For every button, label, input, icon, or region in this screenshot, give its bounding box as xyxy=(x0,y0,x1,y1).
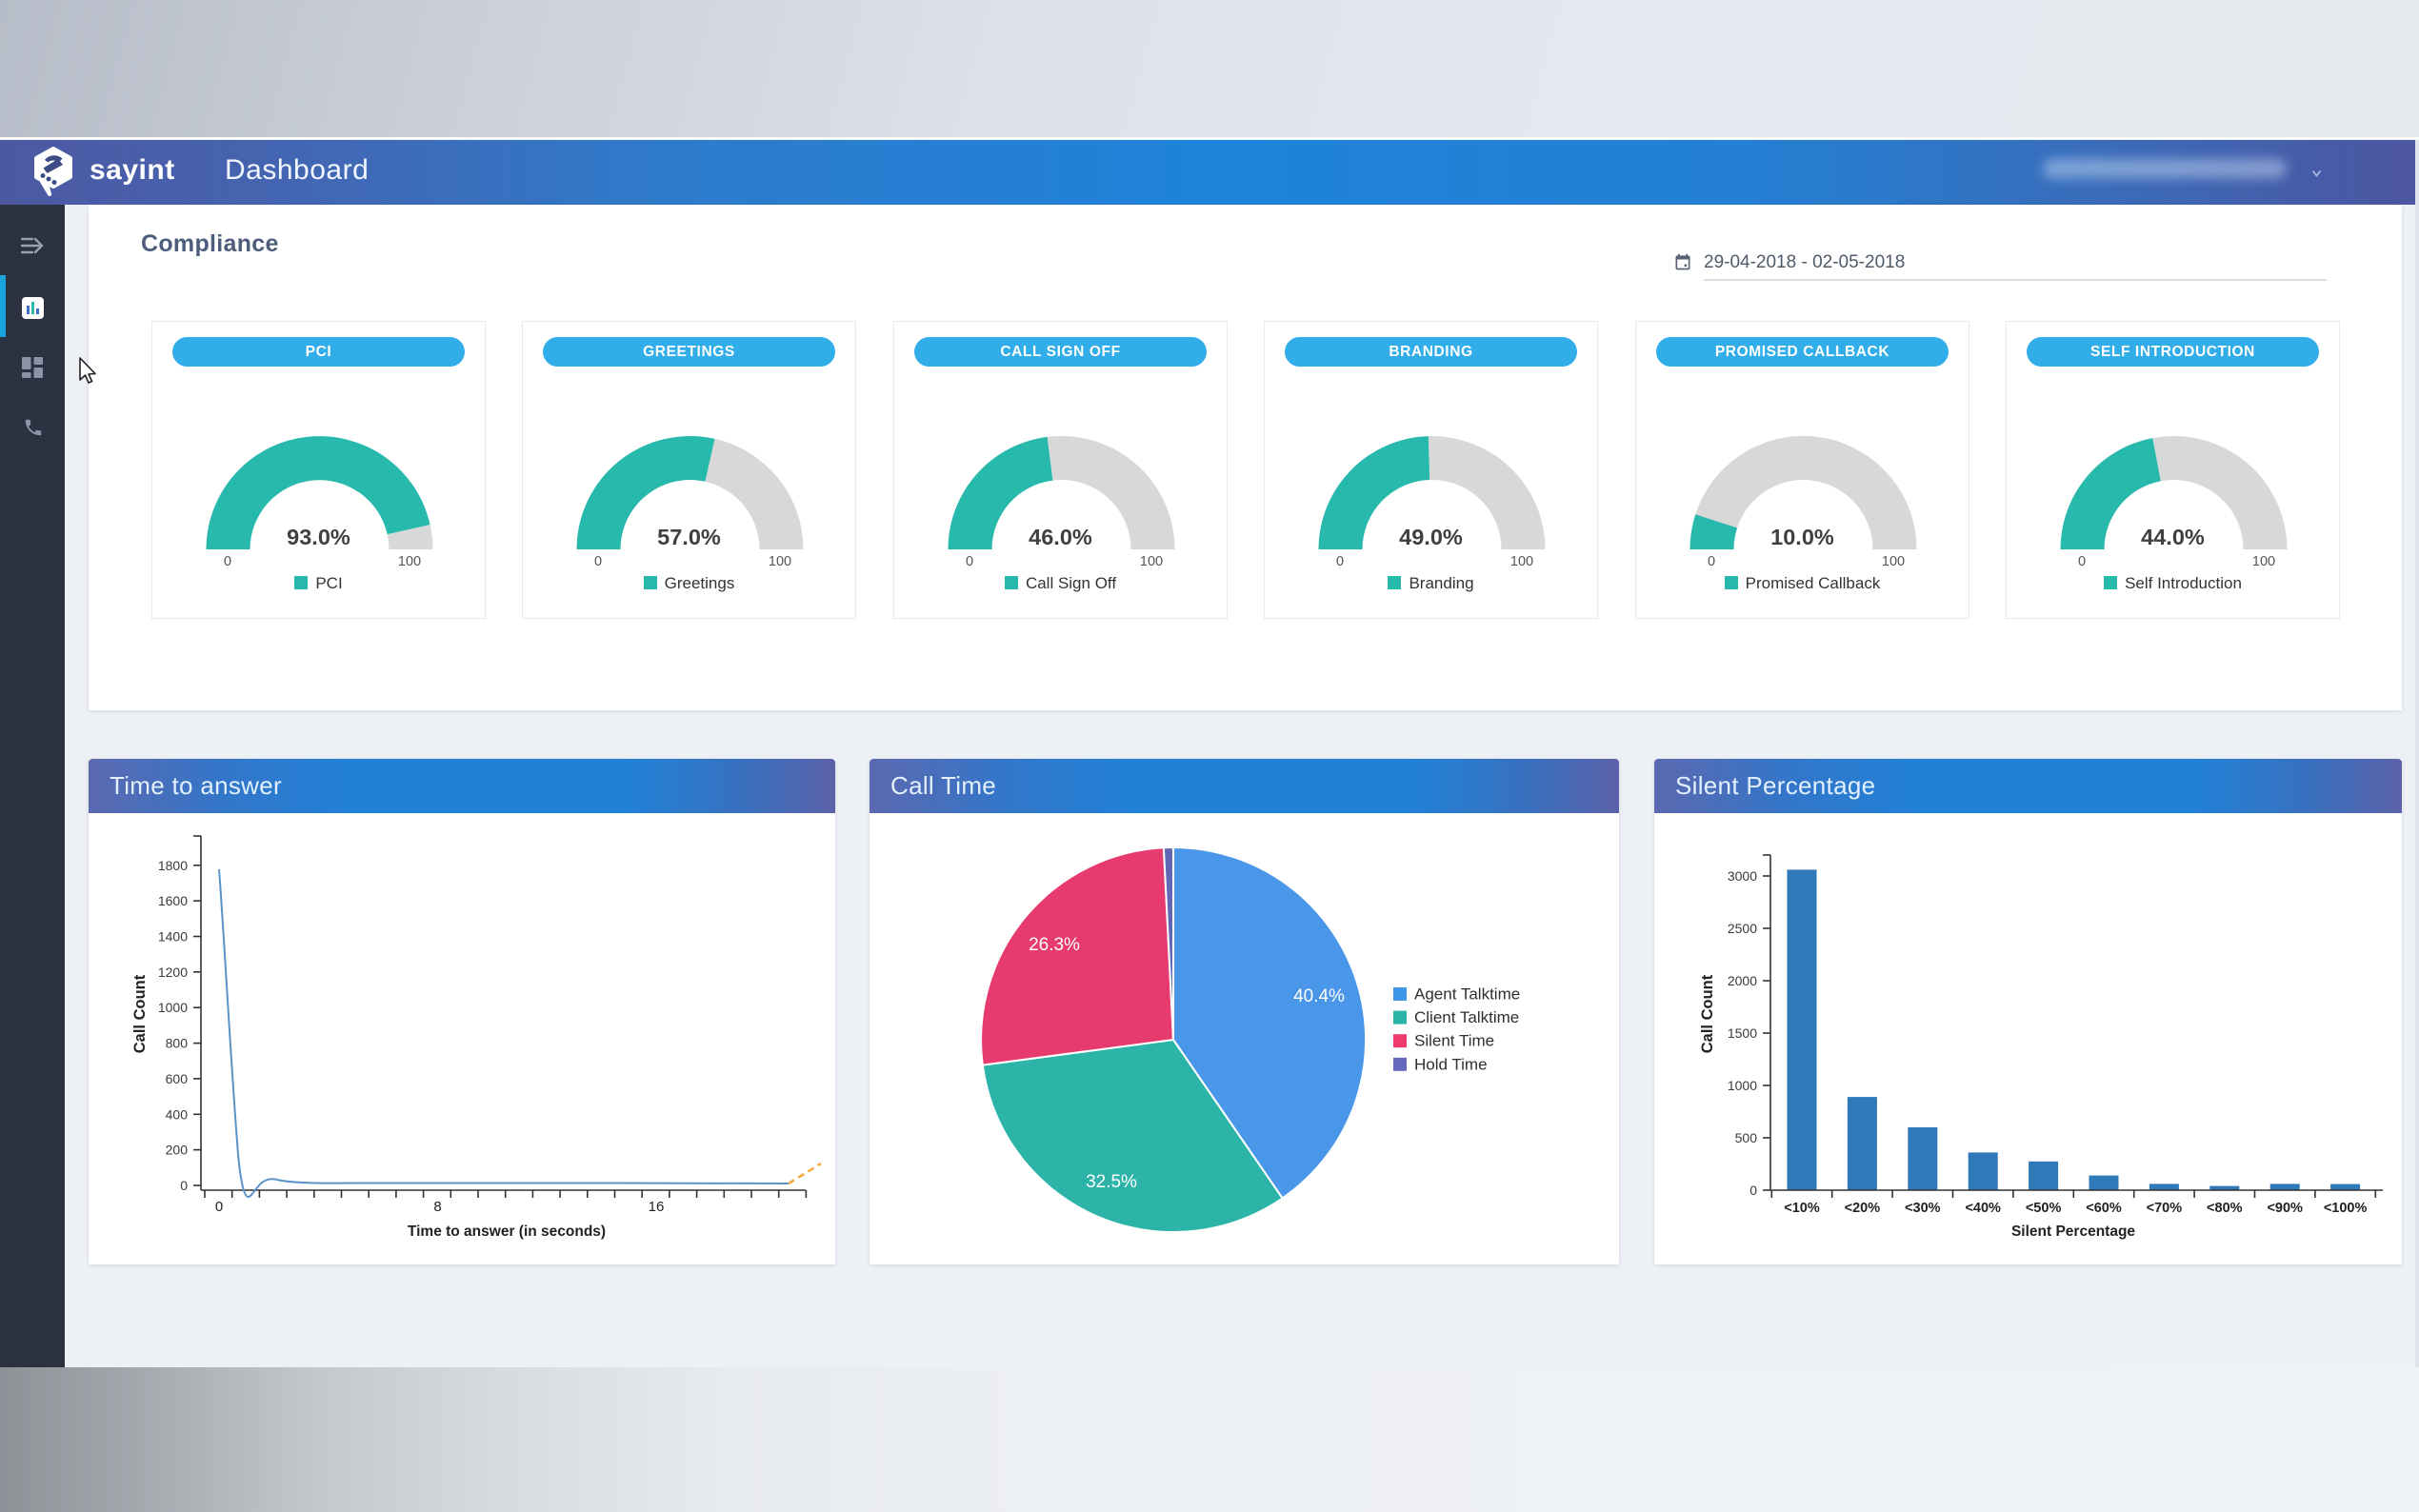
svg-text:<90%: <90% xyxy=(2267,1201,2303,1216)
svg-text:<60%: <60% xyxy=(2086,1201,2122,1216)
svg-text:500: 500 xyxy=(1735,1130,1758,1145)
svg-text:1000: 1000 xyxy=(158,1000,188,1015)
svg-text:Agent Talktime: Agent Talktime xyxy=(1414,985,1520,1004)
svg-text:Client Talktime: Client Talktime xyxy=(1414,1008,1519,1026)
svg-text:600: 600 xyxy=(166,1071,189,1086)
svg-text:800: 800 xyxy=(166,1036,189,1051)
svg-text:Time to answer (in seconds): Time to answer (in seconds) xyxy=(408,1224,606,1240)
svg-text:<80%: <80% xyxy=(2207,1201,2243,1216)
svg-text:Hold Time: Hold Time xyxy=(1414,1055,1488,1073)
svg-text:1500: 1500 xyxy=(1728,1025,1757,1041)
svg-text:1000: 1000 xyxy=(1728,1078,1757,1093)
svg-text:<40%: <40% xyxy=(1965,1201,2001,1216)
svg-text:0: 0 xyxy=(180,1178,188,1193)
svg-text:Silent Percentage: Silent Percentage xyxy=(2011,1224,2135,1240)
svg-text:200: 200 xyxy=(166,1143,189,1158)
svg-text:1400: 1400 xyxy=(158,929,188,945)
svg-text:26.3%: 26.3% xyxy=(1029,935,1080,955)
svg-text:40.4%: 40.4% xyxy=(1293,986,1345,1006)
svg-text:400: 400 xyxy=(166,1106,189,1122)
svg-text:<10%: <10% xyxy=(1784,1201,1820,1216)
svg-text:1200: 1200 xyxy=(158,965,188,980)
svg-text:32.5%: 32.5% xyxy=(1086,1172,1137,1192)
svg-text:<70%: <70% xyxy=(2147,1201,2183,1216)
svg-text:0: 0 xyxy=(215,1199,223,1215)
svg-text:<30%: <30% xyxy=(1905,1201,1941,1216)
svg-text:Call Count: Call Count xyxy=(131,974,149,1053)
svg-text:16: 16 xyxy=(649,1199,665,1215)
svg-text:1800: 1800 xyxy=(158,858,188,873)
svg-text:<50%: <50% xyxy=(2026,1201,2062,1216)
svg-text:0: 0 xyxy=(1749,1183,1757,1198)
svg-text:1600: 1600 xyxy=(158,893,188,908)
svg-text:<100%: <100% xyxy=(2324,1201,2368,1216)
svg-text:<20%: <20% xyxy=(1845,1201,1881,1216)
svg-text:2500: 2500 xyxy=(1728,921,1757,936)
svg-text:Call Count: Call Count xyxy=(1699,974,1716,1053)
svg-text:3000: 3000 xyxy=(1728,868,1757,884)
svg-text:Silent Time: Silent Time xyxy=(1414,1032,1494,1050)
svg-text:2000: 2000 xyxy=(1728,973,1757,988)
svg-text:8: 8 xyxy=(433,1199,441,1215)
